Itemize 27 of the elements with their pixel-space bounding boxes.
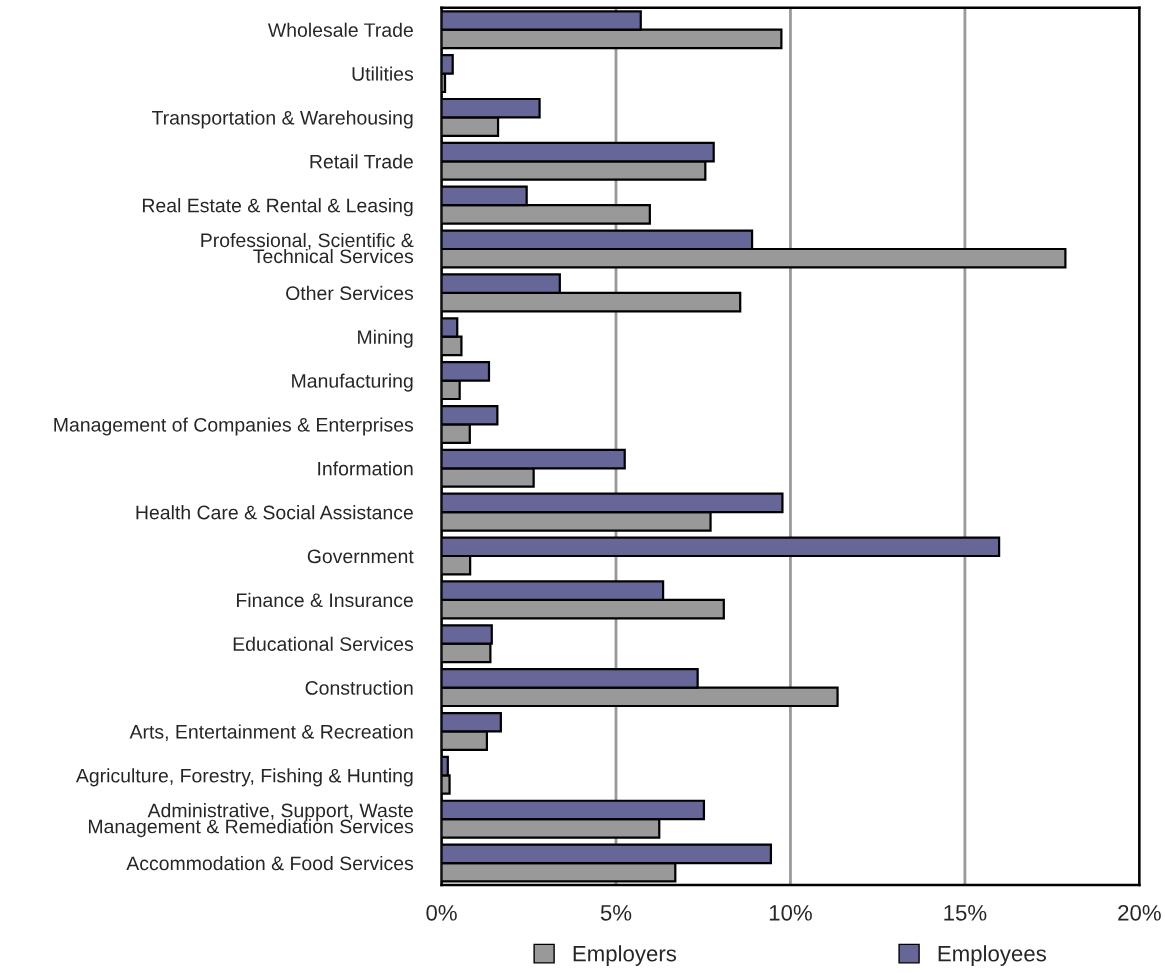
x-tick-label: 0%	[426, 904, 457, 921]
y-tick-label: Professional, Scientific & Technical Services	[201, 232, 414, 264]
y-tick-label: Accommodation & Food Services	[126, 855, 414, 871]
y-tick-label: Manufacturing	[292, 373, 413, 392]
y-tick-label: Transportation & Warehousing	[151, 110, 413, 129]
y-tick-label: Other Services	[286, 285, 414, 301]
y-tick-label: Arts, Entertainment & Recreation	[129, 724, 413, 741]
y-tick-label: Agriculture, Forestry, Fishing & Hunting	[75, 768, 413, 787]
legend-label: Employers	[573, 945, 677, 966]
y-tick-label: Real Estate & Rental & Leasing	[142, 198, 413, 217]
y-tick-label: Health Care & Social Assistance	[136, 505, 413, 520]
y-tick-label: Educational Services	[233, 636, 414, 651]
y-tick-label: Retail Trade	[310, 154, 413, 169]
y-tick-label: Wholesale Trade	[267, 22, 413, 37]
y-tick-label: Management of Companies & Enterprises	[54, 417, 414, 436]
y-tick-label: Finance & Insurance	[237, 592, 413, 608]
y-tick-label: Utilities	[352, 66, 414, 81]
y-tick-label: Mining	[358, 329, 413, 348]
x-tick-label: 20%	[1118, 904, 1161, 921]
x-tick-label: 15%	[944, 905, 987, 921]
legend-label: Employees	[938, 945, 1046, 966]
y-tick-label: Information	[318, 461, 413, 476]
y-tick-label: Government	[307, 549, 414, 564]
y-tick-label: Construction	[305, 680, 413, 695]
x-tick-label: 5%	[600, 905, 632, 921]
y-tick-label: Administrative, Support, Waste Management & Remediation Services	[88, 803, 414, 838]
x-tick-label: 10%	[769, 904, 812, 921]
